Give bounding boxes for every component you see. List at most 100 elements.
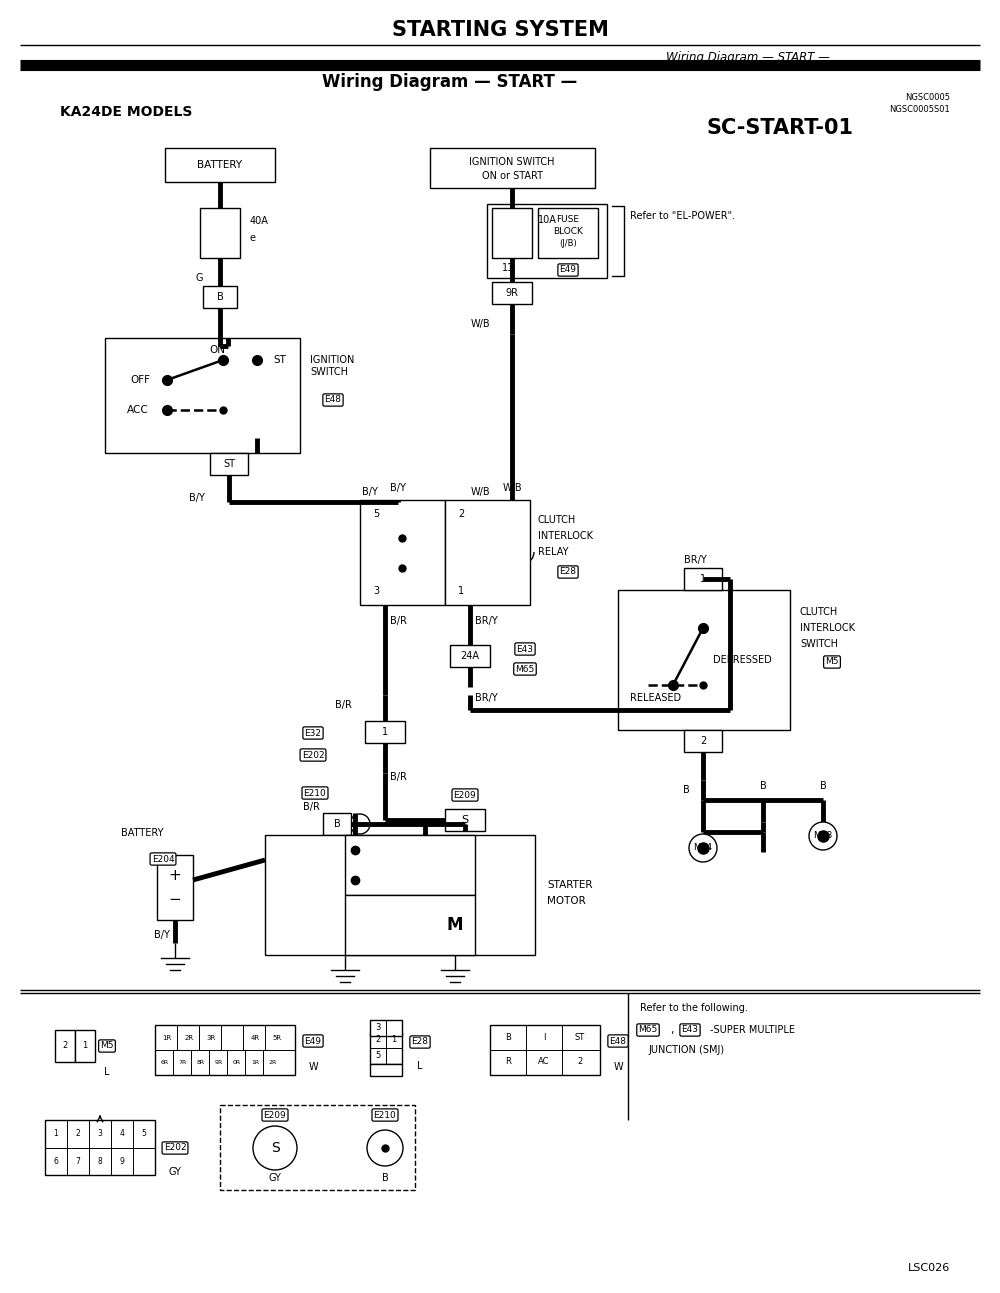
Text: 1: 1	[391, 1036, 397, 1045]
Text: (J/B): (J/B)	[559, 239, 577, 248]
Text: E202: E202	[302, 750, 324, 759]
Text: W/B: W/B	[502, 484, 522, 493]
Text: B/Y: B/Y	[154, 930, 170, 940]
Text: B: B	[505, 1033, 511, 1042]
Text: INTERLOCK: INTERLOCK	[800, 623, 855, 634]
Text: GY: GY	[169, 1168, 181, 1177]
Bar	[370, 1064, 402, 1076]
Text: E28: E28	[560, 568, 576, 577]
Text: G: G	[196, 273, 203, 283]
Text: GY: GY	[269, 1173, 281, 1183]
Text: B: B	[820, 781, 826, 791]
Text: MOTOR: MOTOR	[547, 896, 586, 906]
Text: 5: 5	[375, 1051, 381, 1060]
Text: DEPRESSED: DEPRESSED	[713, 656, 772, 665]
Text: ON or START: ON or START	[482, 171, 542, 181]
Text: B/R: B/R	[390, 772, 407, 782]
Bar	[45, 1120, 155, 1175]
Text: BR/Y: BR/Y	[684, 555, 707, 565]
Text: W/B: W/B	[470, 319, 490, 328]
Text: 40A: 40A	[250, 216, 269, 226]
Text: 7: 7	[76, 1157, 80, 1166]
Bar	[165, 147, 275, 182]
Text: M14: M14	[693, 843, 713, 852]
Text: BR/Y: BR/Y	[475, 615, 498, 626]
Text: Refer to "EL-POWER".: Refer to "EL-POWER".	[630, 211, 735, 221]
Text: 8R: 8R	[197, 1059, 205, 1064]
Bar	[450, 645, 490, 667]
Text: 3: 3	[98, 1130, 102, 1139]
Bar	[203, 286, 237, 308]
Text: FUSE: FUSE	[556, 216, 580, 225]
Text: 10A: 10A	[538, 215, 557, 225]
Bar	[370, 1032, 402, 1064]
Text: Wiring Diagram — START —: Wiring Diagram — START —	[322, 72, 578, 91]
Text: 6: 6	[54, 1157, 58, 1166]
Text: STARTING SYSTEM: STARTING SYSTEM	[392, 19, 608, 40]
Text: 7R: 7R	[179, 1059, 187, 1064]
Text: Wiring Diagram — START —: Wiring Diagram — START —	[666, 52, 830, 65]
Text: ST: ST	[575, 1033, 585, 1042]
Text: E49: E49	[304, 1037, 322, 1046]
Circle shape	[809, 822, 837, 850]
Text: LSC026: LSC026	[908, 1263, 950, 1274]
Bar	[538, 208, 598, 259]
Text: B/Y: B/Y	[189, 493, 205, 503]
Text: 5R: 5R	[272, 1034, 282, 1041]
Text: STARTER: STARTER	[547, 881, 592, 890]
Bar	[155, 1025, 295, 1074]
Text: E49: E49	[560, 265, 576, 274]
Text: M5: M5	[100, 1041, 114, 1050]
Text: BR/Y: BR/Y	[475, 693, 498, 703]
Text: B: B	[700, 781, 706, 791]
Text: W: W	[308, 1062, 318, 1072]
Text: 9R: 9R	[215, 1059, 223, 1064]
Text: INTERLOCK: INTERLOCK	[538, 531, 593, 540]
Text: 4: 4	[120, 1130, 124, 1139]
Text: 11: 11	[502, 262, 514, 273]
Text: E28: E28	[412, 1037, 428, 1046]
Text: E210: E210	[304, 789, 326, 798]
Text: ST: ST	[273, 356, 286, 365]
Text: SC-START-01: SC-START-01	[706, 118, 854, 138]
Bar	[445, 809, 485, 831]
Text: B: B	[334, 818, 340, 829]
Text: CLUTCH: CLUTCH	[800, 606, 838, 617]
Text: E209: E209	[454, 790, 476, 799]
Text: 3: 3	[373, 586, 379, 596]
Text: B/R: B/R	[335, 700, 352, 710]
Text: E204: E204	[152, 855, 174, 864]
Text: IGNITION
SWITCH: IGNITION SWITCH	[310, 356, 354, 376]
Bar	[210, 453, 248, 475]
Text: e: e	[250, 233, 256, 243]
Bar	[265, 835, 535, 956]
Text: B/R: B/R	[303, 802, 320, 812]
Text: BATTERY: BATTERY	[197, 160, 243, 169]
Text: 1: 1	[82, 1041, 88, 1050]
Text: 0R: 0R	[233, 1059, 241, 1064]
Text: R: R	[505, 1058, 511, 1067]
Text: 1R: 1R	[251, 1059, 259, 1064]
Text: BATTERY: BATTERY	[120, 828, 163, 838]
Text: -SUPER MULTIPLE: -SUPER MULTIPLE	[710, 1025, 795, 1034]
Text: 6R: 6R	[161, 1059, 169, 1064]
Text: CLUTCH: CLUTCH	[538, 515, 576, 525]
Bar	[492, 282, 532, 304]
Text: ,: ,	[670, 1025, 674, 1034]
Text: B: B	[683, 785, 689, 795]
Text: 2R: 2R	[269, 1059, 277, 1064]
Text: 2: 2	[375, 1036, 381, 1045]
Text: 2: 2	[458, 509, 464, 518]
Text: E43: E43	[516, 644, 534, 653]
Text: B: B	[217, 292, 223, 303]
Bar	[618, 590, 790, 731]
Text: M65: M65	[515, 665, 535, 674]
Text: IGNITION SWITCH: IGNITION SWITCH	[469, 156, 555, 167]
Text: 2: 2	[700, 736, 706, 746]
Text: 9R: 9R	[506, 288, 518, 297]
Text: 24A: 24A	[460, 650, 480, 661]
Text: +: +	[169, 868, 181, 883]
Text: W: W	[613, 1062, 623, 1072]
Text: 1: 1	[700, 574, 706, 584]
Text: −: −	[169, 892, 181, 908]
